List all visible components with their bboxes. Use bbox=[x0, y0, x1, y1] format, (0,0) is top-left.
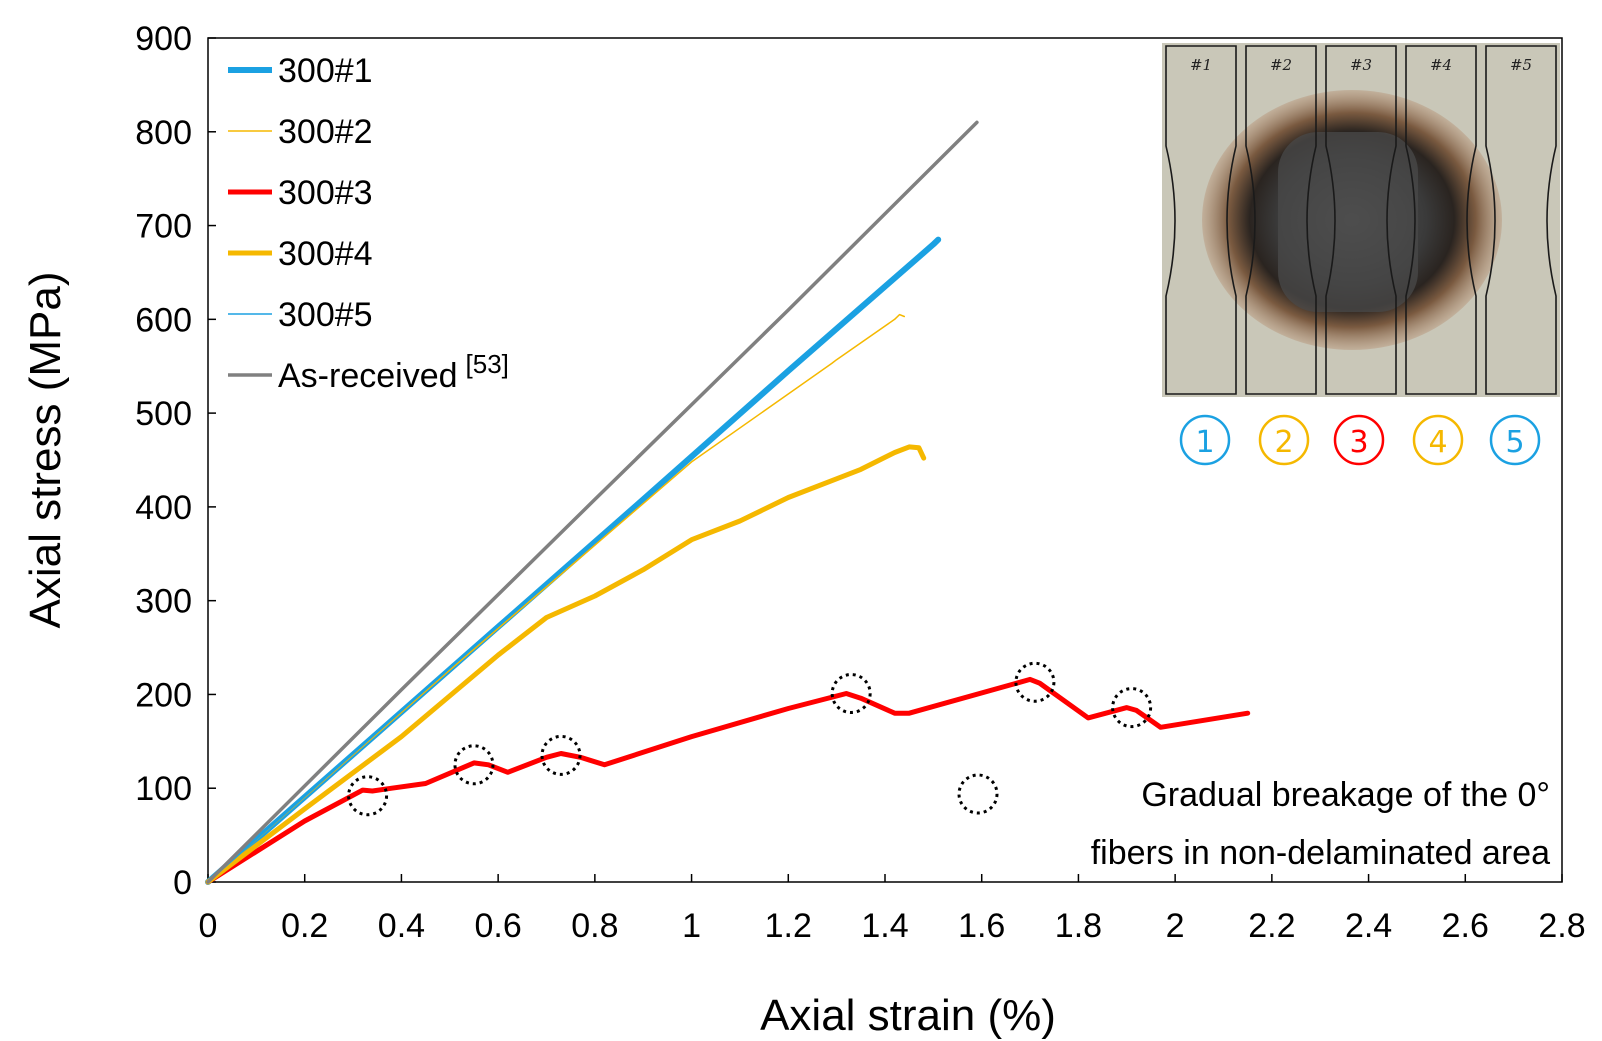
series-line-4 bbox=[205, 444, 927, 885]
specimen-outline bbox=[1165, 45, 1237, 395]
x-tick-label: 2.2 bbox=[1248, 907, 1295, 945]
legend-label: 300#5 bbox=[278, 296, 373, 334]
x-tick-label: 1.8 bbox=[1055, 907, 1102, 945]
legend: 300#1 300#2 300#3 300#4 300#5 As-received [53] bbox=[228, 52, 509, 395]
legend-label: As-received bbox=[278, 357, 458, 395]
specimen-number: 1 bbox=[1195, 425, 1214, 460]
y-tick-label: 900 bbox=[135, 20, 192, 58]
x-tick-label: 1.4 bbox=[861, 907, 908, 945]
y-tick-label: 500 bbox=[135, 395, 192, 433]
x-tick-label: 1.6 bbox=[958, 907, 1005, 945]
legend-label: 300#3 bbox=[278, 174, 373, 212]
y-axis-title: Axial stress (MPa) bbox=[21, 272, 70, 629]
y-tick-label: 300 bbox=[135, 583, 192, 621]
y-axis-ticks: 0 100 200 300 400 500 600 700 800 900 bbox=[135, 20, 216, 902]
y-tick-label: 400 bbox=[135, 489, 192, 527]
annotation-line-1: Gradual breakage of the 0° bbox=[1141, 776, 1550, 814]
series-line-6 bbox=[206, 120, 979, 884]
specimen-outline bbox=[1325, 45, 1397, 395]
specimen-label: #2 bbox=[1270, 56, 1292, 74]
specimen-number-circle bbox=[1258, 414, 1310, 466]
specimen-number: 3 bbox=[1349, 425, 1368, 460]
specimen-label: #3 bbox=[1350, 56, 1372, 74]
x-tick-label: 0.4 bbox=[378, 907, 425, 945]
x-tick-label: 2.8 bbox=[1538, 907, 1585, 945]
annotation-marker-icon bbox=[957, 773, 999, 815]
data-series bbox=[205, 120, 1251, 885]
specimen-number: 4 bbox=[1428, 425, 1447, 460]
specimen-number-circle bbox=[1333, 414, 1385, 466]
specimen-label: #5 bbox=[1510, 56, 1532, 74]
x-tick-label: 2.4 bbox=[1345, 907, 1392, 945]
series-line-5 bbox=[207, 243, 935, 883]
specimen-numbers: 1 2 3 4 5 bbox=[1179, 414, 1541, 466]
specimen-outline bbox=[1485, 45, 1557, 395]
breakage-marker bbox=[453, 744, 495, 786]
breakage-marker bbox=[830, 673, 872, 715]
x-axis-title: Axial strain (%) bbox=[760, 991, 1056, 1040]
y-tick-label: 100 bbox=[135, 770, 192, 808]
x-tick-label: 0.2 bbox=[281, 907, 328, 945]
y-tick-label: 0 bbox=[173, 864, 192, 902]
specimen-label: #1 bbox=[1190, 56, 1212, 74]
breakage-annotation: Gradual breakage of the 0° fibers in non… bbox=[957, 773, 1550, 872]
breakage-marker bbox=[540, 734, 582, 776]
breakage-marker bbox=[1014, 661, 1056, 703]
x-tick-label: 1.2 bbox=[765, 907, 812, 945]
breakage-marker bbox=[347, 775, 389, 817]
legend-reference: [53] bbox=[466, 349, 509, 379]
specimen-number: 5 bbox=[1505, 425, 1524, 460]
specimen-outline bbox=[1405, 45, 1477, 395]
x-tick-label: 0 bbox=[199, 907, 218, 945]
legend-label: 300#4 bbox=[278, 235, 373, 273]
specimen-outline bbox=[1245, 45, 1317, 395]
specimen-photo: #1 #2 #3 #4 #5 bbox=[1162, 43, 1560, 397]
x-axis-ticks: 0 0.2 0.4 0.6 0.8 1 1.2 1.4 1.6 1.8 2 2.2 2.4 2.6 2.8 bbox=[199, 874, 1586, 945]
x-tick-label: 2.6 bbox=[1442, 907, 1489, 945]
legend-label: 300#1 bbox=[278, 52, 373, 90]
specimen-number: 2 bbox=[1274, 425, 1293, 460]
y-tick-label: 800 bbox=[135, 114, 192, 152]
series-line-2 bbox=[207, 313, 906, 883]
x-tick-label: 0.6 bbox=[475, 907, 522, 945]
annotation-line-2: fibers in non-delaminated area bbox=[1091, 834, 1550, 872]
y-tick-label: 200 bbox=[135, 676, 192, 714]
legend-label: 300#2 bbox=[278, 113, 373, 151]
x-tick-label: 2 bbox=[1166, 907, 1185, 945]
y-tick-label: 600 bbox=[135, 301, 192, 339]
specimen-number-circle bbox=[1412, 414, 1464, 466]
breakage-markers bbox=[347, 661, 1153, 817]
specimen-number-circle bbox=[1489, 414, 1541, 466]
x-tick-label: 0.8 bbox=[571, 907, 618, 945]
series-line-3 bbox=[205, 676, 1251, 885]
breakage-marker bbox=[1111, 687, 1153, 729]
specimen-label: #4 bbox=[1430, 56, 1452, 74]
specimen-number-circle bbox=[1179, 414, 1231, 466]
y-tick-label: 700 bbox=[135, 208, 192, 246]
x-tick-label: 1 bbox=[682, 907, 701, 945]
